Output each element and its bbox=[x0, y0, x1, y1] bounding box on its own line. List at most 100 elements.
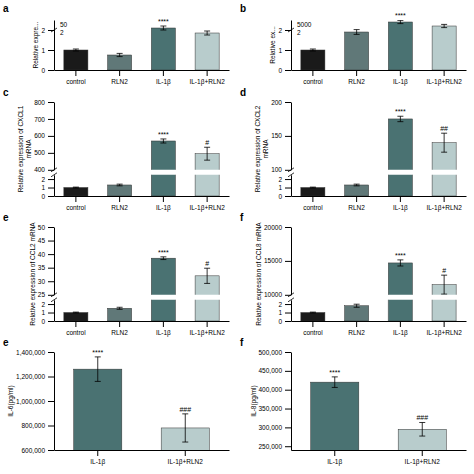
y-tick: 0 bbox=[278, 318, 291, 325]
y-tick: 0 bbox=[278, 193, 291, 200]
y-tick-label: 800 bbox=[34, 99, 45, 106]
x-tick-label: control bbox=[303, 78, 323, 85]
y-tick: 250,000 bbox=[259, 443, 292, 450]
x-tick-label: IL-1β+RLN2 bbox=[426, 204, 462, 212]
bars bbox=[301, 116, 456, 170]
y-tick-mark bbox=[48, 268, 54, 269]
y-tick: 0 bbox=[41, 318, 54, 325]
significance: # bbox=[205, 139, 209, 146]
error-bar bbox=[310, 49, 316, 51]
y-tick-mark bbox=[48, 450, 54, 451]
bars bbox=[301, 20, 456, 70]
y-axis-title-line: Relative expression of CXCL1 bbox=[17, 105, 25, 192]
y-tick-mark bbox=[48, 241, 54, 242]
y-tick-mark bbox=[48, 227, 54, 228]
y-axis-title-line: Relative expre... bbox=[32, 21, 40, 68]
y-axis-line bbox=[291, 175, 292, 196]
y-tick-mark bbox=[285, 321, 291, 322]
error-bar bbox=[397, 116, 403, 121]
x-axis: controlRLN2IL-1βIL-1β+RLN2 bbox=[55, 196, 230, 212]
x-tick-label: IL-1β bbox=[156, 78, 171, 86]
significance: **** bbox=[92, 349, 103, 356]
y-tick-mark bbox=[285, 313, 291, 314]
y-axis: 400500600700800 bbox=[34, 99, 54, 174]
significance: # bbox=[442, 267, 446, 274]
x-tick-label: IL-1β+RLN2 bbox=[426, 329, 462, 337]
y-tick-label: 400 bbox=[34, 166, 45, 173]
error-bar bbox=[204, 268, 210, 283]
bar bbox=[432, 26, 456, 70]
y-tick: 600 bbox=[34, 132, 54, 139]
significance: **** bbox=[395, 108, 406, 115]
y-tick-mark bbox=[285, 261, 291, 262]
y-tick: 1 bbox=[41, 309, 54, 316]
x-tick-label: IL-1β bbox=[393, 329, 408, 337]
x-tick-label: IL-1β+RLN2 bbox=[426, 78, 462, 86]
x-tick-label: RLN2 bbox=[111, 204, 128, 211]
x-tick-mark bbox=[444, 196, 445, 202]
x-tick-mark bbox=[400, 70, 401, 76]
y-tick-mark bbox=[48, 153, 54, 154]
x-tick: RLN2 bbox=[111, 70, 128, 85]
error-bar bbox=[73, 312, 79, 314]
x-tick-mark bbox=[75, 321, 76, 327]
y-tick: 10000 bbox=[264, 291, 291, 298]
x-tick: control bbox=[66, 70, 86, 85]
y-tick-mark bbox=[48, 281, 54, 282]
y-tick-label: 35 bbox=[38, 264, 46, 271]
y-tick-mark bbox=[48, 313, 54, 314]
y-tick: 45 bbox=[38, 237, 54, 244]
x-tick: IL-1β+RLN2 bbox=[426, 321, 462, 337]
y-axis-line bbox=[291, 300, 292, 321]
chart-container: 012controlRLN2IL-1βIL-1β+RLN2502****aRel… bbox=[0, 0, 474, 474]
x-tick-label: RLN2 bbox=[111, 329, 128, 336]
error-bar bbox=[73, 49, 79, 51]
error-bar bbox=[354, 184, 360, 186]
bar bbox=[345, 32, 369, 70]
bars bbox=[301, 300, 456, 321]
x-axis-line bbox=[292, 321, 467, 322]
x-tick: IL-1β bbox=[393, 321, 408, 337]
y-tick: 400,000 bbox=[259, 386, 292, 393]
x-tick-label: control bbox=[66, 78, 86, 85]
significance: # bbox=[205, 260, 209, 267]
y-tick-label: 250,000 bbox=[259, 443, 283, 450]
y-tick-label: 800,000 bbox=[22, 422, 46, 429]
significance: **** bbox=[395, 12, 406, 19]
bar bbox=[345, 306, 369, 321]
panel: 012400500600700800controlRLN2IL-1βIL-1β+… bbox=[3, 0, 230, 238]
bars bbox=[64, 139, 219, 170]
y-tick-mark bbox=[48, 119, 54, 120]
y-tick-label: 1 bbox=[41, 184, 45, 191]
y-tick-label: 600 bbox=[34, 132, 45, 139]
significance: ## bbox=[440, 125, 448, 132]
y-tick-label: 1,400,000 bbox=[16, 349, 45, 356]
y-tick-label: 600,000 bbox=[22, 447, 46, 454]
y-axis: 012 bbox=[41, 175, 54, 199]
panel-title: e bbox=[3, 212, 9, 223]
significance: **** bbox=[158, 249, 169, 256]
panel: 012controlRLN2IL-1βIL-1β+RLN250002****bR… bbox=[240, 3, 467, 86]
y-tick-label: 500 bbox=[34, 149, 45, 156]
bar bbox=[388, 300, 412, 321]
bar bbox=[388, 263, 412, 295]
x-tick-label: control bbox=[66, 204, 86, 211]
error-bar bbox=[160, 139, 166, 143]
y-tick-label: 2 bbox=[278, 176, 282, 183]
x-tick-mark bbox=[356, 70, 357, 76]
x-tick-mark bbox=[356, 321, 357, 327]
x-axis-line bbox=[292, 450, 467, 451]
error-bar bbox=[204, 147, 210, 160]
y-tick-label: 2 bbox=[278, 27, 282, 34]
y-tick: 450,000 bbox=[259, 367, 292, 374]
y-tick: 20000 bbox=[264, 224, 291, 231]
bars bbox=[64, 26, 219, 70]
x-tick: IL-1β+RLN2 bbox=[426, 70, 462, 86]
x-tick-label: RLN2 bbox=[348, 204, 365, 211]
y-tick: 100 bbox=[271, 166, 291, 173]
x-axis: controlRLN2IL-1βIL-1β+RLN2 bbox=[292, 321, 467, 337]
x-tick-mark bbox=[400, 196, 401, 202]
error-bar bbox=[397, 260, 403, 266]
y-tick-mark bbox=[48, 50, 54, 51]
error-bar bbox=[419, 422, 425, 436]
